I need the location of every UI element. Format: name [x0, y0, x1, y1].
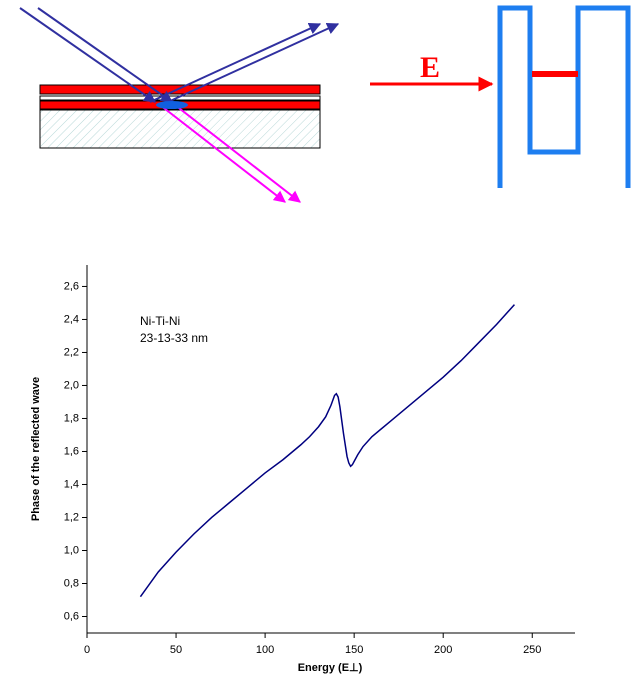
y-tick-label: 1,0	[64, 544, 79, 556]
y-tick-label: 0,6	[64, 610, 79, 622]
annotation: Ni-Ti-Ni	[140, 314, 180, 328]
layer	[40, 85, 320, 94]
y-tick-label: 1,6	[64, 445, 79, 457]
data-line	[140, 305, 514, 597]
y-tick-label: 1,2	[64, 511, 79, 523]
x-tick-label: 200	[434, 644, 452, 656]
potential-profile	[500, 8, 628, 188]
y-axis-label: Phase of the reflected wave	[30, 377, 42, 521]
y-tick-label: 2,2	[64, 346, 79, 358]
field-label: E	[420, 51, 440, 84]
substrate	[40, 110, 320, 148]
x-tick-label: 100	[256, 644, 274, 656]
y-tick-label: 2,0	[64, 379, 79, 391]
field-diagram: E	[370, 8, 628, 188]
x-tick-label: 0	[84, 644, 90, 656]
annotation: 23-13-33 nm	[140, 331, 208, 345]
x-tick-label: 50	[170, 644, 182, 656]
y-tick-label: 2,6	[64, 280, 79, 292]
layer-diagram	[20, 8, 338, 202]
spot	[156, 101, 188, 109]
x-tick-label: 250	[523, 644, 541, 656]
page: {"diagram": {"field_label": "E"}, "chart…	[0, 0, 634, 684]
x-axis-label: Energy (E⊥)	[298, 662, 363, 674]
y-tick-label: 0,8	[64, 577, 79, 589]
figure: E Ni-Ti-Ni 23-13-33 nm Energy (E⊥) Phase…	[0, 0, 634, 684]
y-tick-label: 1,4	[64, 478, 79, 490]
x-tick-label: 150	[345, 644, 363, 656]
y-tick-label: 1,8	[64, 412, 79, 424]
y-tick-label: 2,4	[64, 313, 79, 325]
